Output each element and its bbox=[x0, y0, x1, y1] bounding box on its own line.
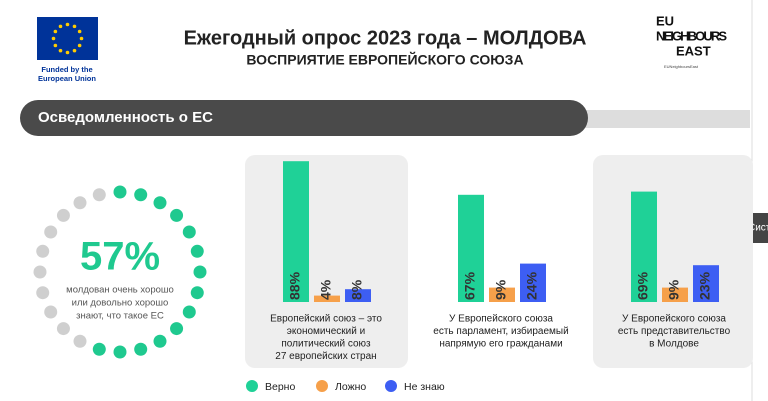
star bbox=[53, 29, 58, 34]
dot bbox=[182, 305, 196, 319]
caption: есть парламент, избираемый bbox=[433, 325, 568, 337]
star bbox=[53, 43, 58, 48]
bar bbox=[458, 194, 484, 302]
caption: напрямую его гражданами bbox=[439, 339, 562, 350]
dot bbox=[190, 286, 204, 300]
dot bbox=[134, 342, 148, 356]
legend-swatch bbox=[246, 380, 258, 392]
dot bbox=[153, 196, 167, 210]
section-bar-tail bbox=[560, 110, 750, 128]
value-label: 8% bbox=[349, 279, 365, 300]
caption: политический союз bbox=[281, 339, 371, 350]
dot bbox=[33, 265, 47, 279]
dot bbox=[56, 208, 70, 222]
caption: Европейский союз – это bbox=[270, 314, 382, 325]
star bbox=[77, 29, 82, 34]
caption: У Европейского союза bbox=[449, 314, 553, 325]
section-title: Осведомленность о ЕС bbox=[38, 109, 213, 126]
flag-stars bbox=[51, 22, 84, 55]
value-label: 24% bbox=[524, 271, 540, 300]
legend-swatch bbox=[385, 380, 397, 392]
dot bbox=[113, 185, 127, 199]
star bbox=[72, 48, 77, 53]
value-label: 88% bbox=[287, 271, 303, 300]
dot bbox=[182, 225, 196, 239]
bar bbox=[314, 295, 340, 302]
bar bbox=[631, 191, 657, 302]
value-label: 9% bbox=[666, 279, 682, 300]
funded-line: European Union bbox=[38, 74, 96, 83]
bar bbox=[520, 263, 546, 302]
awareness-value: 57% bbox=[80, 235, 160, 279]
dot bbox=[170, 208, 184, 222]
star bbox=[77, 43, 82, 48]
bar bbox=[662, 287, 688, 302]
dot bbox=[36, 286, 50, 300]
star bbox=[58, 48, 63, 53]
awareness-text: или довольно хорошо bbox=[72, 298, 169, 309]
legend-label: Ложно bbox=[335, 381, 366, 393]
dot bbox=[92, 188, 106, 202]
dot bbox=[44, 225, 58, 239]
value-label: 67% bbox=[462, 271, 478, 300]
subtitle: ВОСПРИЯТИЕ ЕВРОПЕЙСКОГО СОЮЗА bbox=[246, 51, 523, 68]
awareness-text: знают, что такое ЕС bbox=[76, 311, 164, 322]
dot bbox=[170, 322, 184, 336]
caption: экономический и bbox=[287, 326, 365, 337]
star bbox=[79, 36, 84, 41]
title: Ежегодный опрос 2023 года – МОЛДОВА bbox=[184, 27, 587, 49]
side-tab-label: Сист bbox=[748, 223, 768, 234]
caption: У Европейского союза bbox=[622, 314, 726, 325]
section-bar bbox=[20, 100, 588, 136]
bar bbox=[489, 287, 515, 302]
bar bbox=[345, 289, 371, 302]
logo-line: EAST bbox=[676, 43, 711, 58]
star bbox=[65, 22, 70, 27]
dot bbox=[73, 196, 87, 210]
star bbox=[72, 24, 77, 29]
star bbox=[65, 50, 70, 55]
caption: 27 европейских стран bbox=[275, 351, 376, 362]
star bbox=[51, 36, 56, 41]
value-label: 23% bbox=[697, 271, 713, 300]
dot bbox=[92, 342, 106, 356]
dot bbox=[134, 188, 148, 202]
bar bbox=[693, 265, 719, 302]
logo-line: NEIGHBOURS bbox=[656, 28, 727, 43]
awareness-dots bbox=[33, 185, 207, 359]
caption: есть представительство bbox=[618, 326, 731, 337]
value-label: 9% bbox=[493, 279, 509, 300]
legend-swatch bbox=[316, 380, 328, 392]
caption: в Молдове bbox=[649, 339, 699, 350]
value-label: 69% bbox=[635, 271, 651, 300]
dot bbox=[56, 322, 70, 336]
legend-label: Верно bbox=[265, 381, 295, 393]
legend-label: Не знаю bbox=[404, 381, 445, 393]
dot bbox=[44, 305, 58, 319]
logo-handle: EUNeighboursEast bbox=[664, 64, 699, 69]
dot bbox=[153, 334, 167, 348]
awareness-text: молдован очень хорошо bbox=[66, 285, 174, 296]
funded-line: Funded by the bbox=[41, 65, 92, 74]
value-label: 4% bbox=[318, 279, 334, 300]
star bbox=[58, 24, 63, 29]
dot bbox=[113, 345, 127, 359]
dot bbox=[190, 244, 204, 258]
dot bbox=[73, 334, 87, 348]
bar bbox=[283, 161, 309, 302]
logo-line: EU bbox=[656, 13, 674, 28]
dot bbox=[36, 244, 50, 258]
dot bbox=[193, 265, 207, 279]
